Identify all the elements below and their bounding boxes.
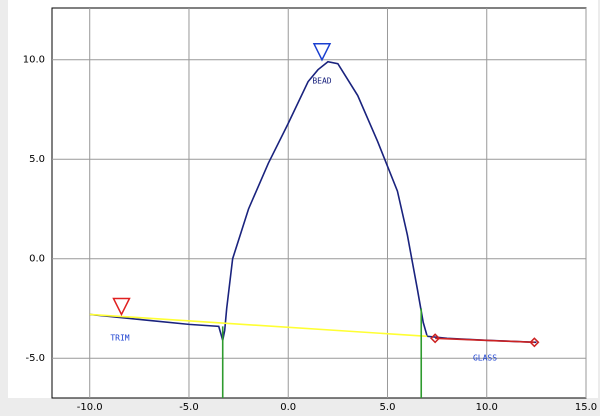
marks	[89, 43, 540, 398]
y-tick-label: 5.0	[29, 154, 45, 165]
y-tick-label: 0.0	[29, 254, 45, 265]
y-tick-label: 10.0	[23, 55, 45, 66]
triangle-marker	[112, 297, 131, 317]
diamond-marker	[529, 337, 540, 348]
annotation: GLASS	[473, 354, 497, 363]
triangle-marker	[312, 43, 332, 62]
x-tick-label: 10.0	[476, 402, 498, 413]
x-tick-label: -5.0	[179, 402, 199, 413]
x-tick-label: 0.0	[280, 402, 296, 413]
series-line	[435, 337, 535, 344]
diamond-marker	[430, 333, 441, 344]
x-tick-label: -10.0	[77, 402, 103, 413]
plot-area	[51, 7, 587, 399]
y-tick-label: -5.0	[25, 353, 45, 364]
x-tick-label: 15.0	[575, 402, 597, 413]
labels: -10.0 -5.0 0.0 5.0 10.0 15.0 -5.0 0.0 5.0 10.0 BEA…	[23, 55, 597, 413]
annotation: BEAD	[312, 77, 331, 86]
annotation: TRIM	[110, 334, 129, 343]
series-line	[89, 313, 428, 338]
x-tick-label: 5.0	[380, 402, 396, 413]
